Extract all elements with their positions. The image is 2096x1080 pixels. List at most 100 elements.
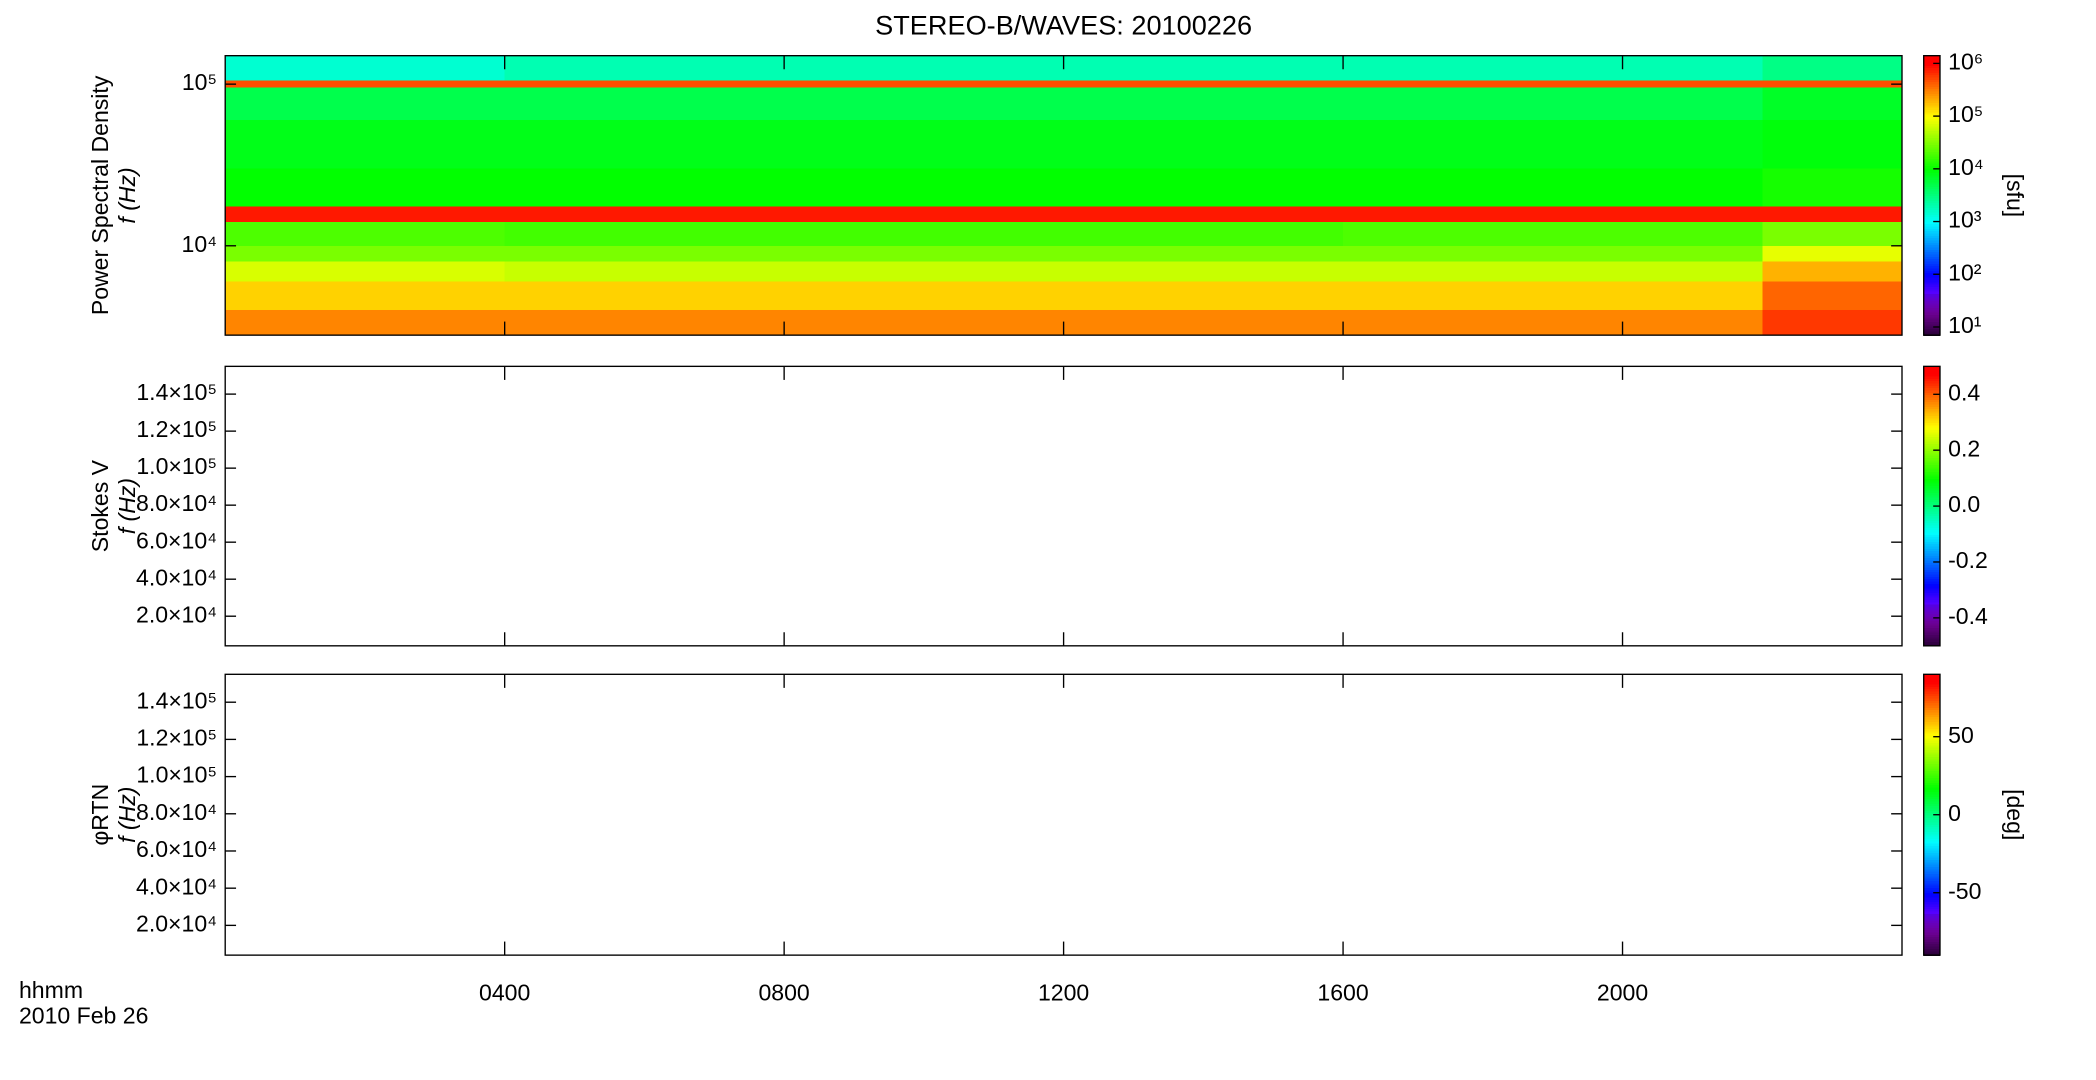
- colorbar-swatch: [1923, 824, 1940, 828]
- colorbar-swatch: [1923, 174, 1940, 178]
- colorbar-swatch: [1923, 529, 1940, 533]
- colorbar-swatch: [1923, 582, 1940, 587]
- colorbar-swatch: [1923, 606, 1940, 610]
- colorbar-frame: [1923, 55, 1941, 336]
- heatmap-cell: [784, 281, 1064, 311]
- colorbar-swatch: [1923, 368, 1940, 372]
- colorbar-swatch: [1923, 429, 1940, 433]
- heatmap-cell: [1063, 206, 1344, 223]
- colorbar-swatch: [1923, 440, 1940, 445]
- colorbar-swatch: [1923, 884, 1940, 889]
- colorbar-tick-label: 0.2: [1948, 435, 1980, 461]
- heatmap-cell: [1762, 87, 1903, 121]
- heatmap-cell: [1622, 310, 1763, 336]
- colorbar-swatch: [1923, 417, 1940, 421]
- colorbar-swatch: [1923, 700, 1940, 704]
- colorbar-swatch: [1923, 225, 1940, 229]
- colorbar-swatch: [1923, 936, 1940, 940]
- colorbar-swatch: [1923, 842, 1940, 846]
- colorbar-swatch: [1923, 931, 1940, 935]
- colorbar-swatch: [1923, 283, 1940, 288]
- colorbar-swatch: [1923, 510, 1940, 514]
- colorbar-swatch: [1923, 389, 1940, 393]
- colorbar-swatch: [1923, 188, 1940, 192]
- colorbar-swatch: [1923, 146, 1940, 150]
- colorbar-swatch: [1923, 78, 1940, 83]
- colorbar-swatch: [1923, 311, 1940, 316]
- colorbar-swatch: [1923, 475, 1940, 479]
- colorbar-swatch: [1923, 286, 1940, 290]
- colorbar-swatch: [1923, 891, 1940, 896]
- colorbar-swatch: [1923, 739, 1940, 743]
- colorbar-swatch: [1923, 405, 1940, 410]
- heatmap-cell: [1762, 222, 1903, 246]
- heatmap-cell: [1622, 222, 1763, 246]
- y-tick-label: 4.0×10⁴: [136, 873, 217, 899]
- heatmap-cell: [1343, 222, 1623, 246]
- colorbar-swatch: [1923, 162, 1940, 166]
- heatmap-cell: [1762, 120, 1903, 169]
- colorbar-swatch: [1923, 60, 1940, 64]
- colorbar-swatch: [1923, 770, 1940, 774]
- heatmap-cell: [225, 87, 505, 121]
- colorbar-swatch: [1923, 167, 1940, 171]
- colorbar-swatch: [1923, 636, 1940, 640]
- heatmap-cell: [1063, 245, 1344, 262]
- colorbar-swatch: [1923, 258, 1940, 262]
- colorbar-swatch: [1923, 487, 1940, 491]
- colorbar-swatch: [1923, 793, 1940, 797]
- y-tick-label: 10⁵: [182, 69, 217, 95]
- colorbar-swatch: [1923, 209, 1940, 213]
- colorbar-swatch: [1923, 255, 1940, 260]
- colorbar-swatch: [1923, 106, 1940, 111]
- y-tick-label: 6.0×10⁴: [136, 836, 217, 862]
- colorbar-swatch: [1923, 214, 1940, 218]
- colorbar-swatch: [1923, 852, 1940, 856]
- colorbar-swatch: [1923, 723, 1940, 727]
- colorbar-swatch: [1923, 160, 1940, 164]
- colorbar-swatch: [1923, 190, 1940, 194]
- colorbar-swatch: [1923, 683, 1940, 687]
- heatmap-cell: [225, 80, 505, 88]
- colorbar-swatch: [1923, 554, 1940, 559]
- colorbar-swatch: [1923, 111, 1940, 115]
- y-tick-label: 1.2×10⁵: [136, 724, 217, 750]
- colorbar-swatch: [1923, 585, 1940, 589]
- colorbar-swatch: [1923, 704, 1940, 708]
- colorbar-swatch: [1923, 76, 1940, 80]
- heatmap-cell: [225, 206, 505, 223]
- heatmap-cell: [784, 80, 1064, 88]
- y-tick-label: 10⁴: [182, 231, 218, 257]
- colorbar-swatch: [1923, 587, 1940, 591]
- colorbar-swatch: [1923, 102, 1940, 106]
- heatmap-cell: [1063, 80, 1344, 88]
- colorbar-swatch: [1923, 791, 1940, 795]
- colorbar-swatch: [1923, 557, 1940, 561]
- colorbar-swatch: [1923, 760, 1940, 765]
- heatmap-cell: [784, 55, 1064, 81]
- heatmap-cell: [225, 261, 505, 282]
- colorbar-swatch: [1923, 237, 1940, 241]
- heatmap-cell: [1343, 245, 1623, 262]
- colorbar-swatch: [1923, 307, 1940, 311]
- heatmap-cell: [1762, 206, 1903, 223]
- colorbar-swatch: [1923, 503, 1940, 507]
- colorbar-swatch: [1923, 882, 1940, 886]
- colorbar-swatch: [1923, 279, 1940, 283]
- colorbar-swatch: [1923, 71, 1940, 76]
- colorbar-swatch: [1923, 83, 1940, 87]
- colorbar-swatch: [1923, 826, 1940, 830]
- colorbar-swatch: [1923, 603, 1940, 608]
- colorbar-swatch: [1923, 627, 1940, 631]
- colorbar-swatch: [1923, 898, 1940, 903]
- colorbar-swatch: [1923, 408, 1940, 412]
- colorbar-swatch: [1923, 207, 1940, 211]
- colorbar-swatch: [1923, 856, 1940, 860]
- heatmap-cell: [784, 222, 1064, 246]
- colorbar-swatch: [1923, 394, 1940, 398]
- colorbar-swatch: [1923, 489, 1940, 493]
- colorbar-swatch: [1923, 798, 1940, 802]
- colorbar-tick-label: 10²: [1948, 259, 1982, 285]
- y-tick-label: 1.4×10⁵: [136, 379, 217, 405]
